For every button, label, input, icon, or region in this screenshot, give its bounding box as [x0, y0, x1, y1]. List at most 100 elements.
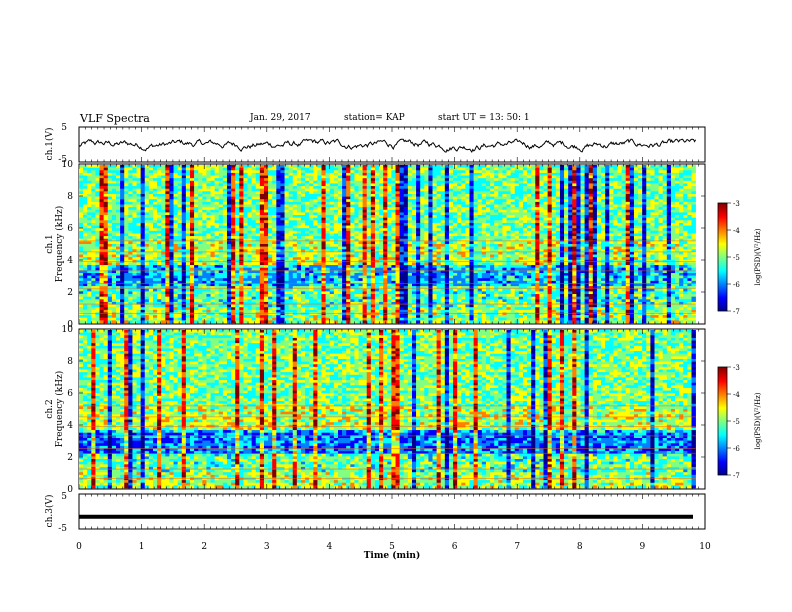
spectrogram-cell — [374, 312, 380, 316]
spectrogram-cell — [152, 254, 158, 258]
spectrogram-cell — [251, 236, 257, 240]
spectrogram-cell — [247, 233, 252, 237]
spectrogram-cell — [210, 241, 215, 245]
spectrogram-cell — [403, 238, 409, 242]
spectrogram-cell — [231, 228, 236, 232]
spectrogram-cell — [189, 236, 195, 240]
spectrogram-cell — [391, 241, 396, 245]
spectrogram-cell — [202, 262, 207, 266]
spectrogram-cell — [329, 246, 335, 250]
spectrogram-cell — [198, 233, 203, 237]
spectrogram-cell — [399, 280, 405, 284]
spectrogram-cell — [239, 167, 244, 171]
spectrogram-cell — [95, 230, 100, 234]
spectrogram-cell — [161, 301, 166, 305]
spectrogram-cell — [222, 251, 228, 255]
spectrogram-cell — [350, 244, 355, 247]
spectrogram-cell — [198, 267, 203, 271]
spectrogram-cell — [111, 307, 117, 311]
spectrogram-cell — [198, 299, 203, 303]
spectrogram-cell — [317, 262, 322, 266]
spectrogram-cell — [161, 204, 166, 208]
spectrogram-cell — [346, 294, 351, 297]
spectrogram-cell — [202, 178, 207, 182]
spectrogram-cell — [103, 170, 109, 174]
spectrogram-cell — [292, 291, 298, 295]
spectrogram-cell — [157, 286, 162, 290]
spectrogram-cell — [292, 283, 298, 287]
spectrogram-cell — [189, 294, 195, 297]
spectrogram-cell — [255, 309, 261, 313]
spectrogram-cell — [169, 296, 174, 300]
spectrogram-cell — [194, 222, 199, 226]
spectrogram-cell — [391, 251, 396, 255]
spectrogram-cell — [132, 262, 137, 266]
spectrogram-cell — [337, 307, 343, 311]
spectrogram-cell — [152, 309, 158, 313]
spectrogram-cell — [247, 286, 252, 290]
spectrogram-cell — [317, 236, 322, 240]
spectrogram-cell — [173, 228, 178, 232]
spectrogram-cell — [239, 222, 244, 226]
spectrogram-cell — [87, 175, 92, 179]
spectrogram-cell — [346, 278, 351, 282]
spectrogram-cell — [140, 307, 146, 311]
spectrogram-cell — [103, 175, 109, 179]
spectrogram-cell — [370, 183, 376, 187]
spectrogram-cell — [91, 228, 96, 232]
spectrogram-cell — [403, 207, 409, 211]
spectrogram-cell — [251, 183, 257, 187]
spectrogram-cell — [342, 178, 347, 182]
spectrogram-cell — [206, 267, 211, 271]
spectrogram-cell — [391, 222, 396, 226]
spectrogram-cell — [136, 183, 141, 187]
spectrogram-cell — [206, 170, 211, 174]
spectrogram-cell — [185, 165, 191, 168]
spectrogram-cell — [218, 167, 224, 171]
spectrogram-cell — [91, 191, 96, 195]
spectrogram-cell — [309, 183, 314, 187]
spectrogram-cell — [296, 228, 302, 232]
spectrogram-cell — [321, 217, 326, 221]
spectrogram-cell — [206, 244, 211, 247]
spectrogram-cell — [346, 275, 351, 279]
spectrogram-cell — [296, 230, 302, 234]
spectrogram-cell — [305, 238, 310, 242]
spectrogram-cell — [83, 246, 88, 250]
spectrogram-cell — [333, 301, 339, 305]
spectrogram-cell — [148, 288, 154, 292]
spectrogram-cell — [342, 244, 347, 247]
spectrogram-cell — [239, 196, 244, 200]
spectrogram-cell — [206, 204, 211, 208]
spectrogram-cell — [194, 299, 199, 303]
spectrogram-cell — [132, 178, 137, 182]
spectrogram-cell — [189, 222, 195, 226]
spectrogram-cell — [214, 180, 220, 184]
spectrogram-cell — [362, 193, 368, 197]
spectrogram-cell — [366, 249, 372, 253]
spectrogram-cell — [391, 170, 396, 174]
spectrogram-cell — [366, 244, 372, 247]
spectrogram-cell — [313, 178, 318, 182]
spectrogram-cell — [247, 315, 252, 319]
spectrogram-cell — [296, 241, 302, 245]
spectrogram-cell — [202, 215, 207, 218]
spectrogram-cell — [337, 267, 343, 271]
spectrogram-cell — [148, 201, 154, 205]
spectrogram-cell — [243, 183, 248, 187]
spectrogram-cell — [83, 307, 88, 311]
spectrogram-cell — [116, 207, 121, 211]
spectrogram-cell — [370, 296, 376, 300]
spectrogram-cell — [370, 286, 376, 290]
spectrogram-cell — [194, 244, 199, 247]
spectrogram-cell — [395, 199, 400, 203]
spectrogram-cell — [111, 288, 117, 292]
spectrogram-cell — [83, 193, 88, 197]
spectrogram-cell — [161, 178, 166, 182]
spectrogram-cell — [87, 217, 92, 221]
spectrogram-cell — [296, 207, 302, 211]
spectrogram-cell — [165, 204, 170, 208]
spectrogram-cell — [337, 193, 343, 197]
spectrogram-cell — [239, 241, 244, 245]
spectrogram-cell — [148, 275, 154, 279]
